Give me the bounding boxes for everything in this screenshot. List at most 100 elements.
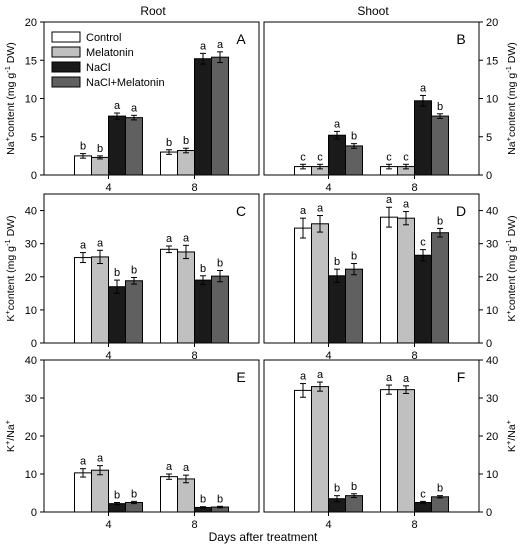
y-tick-label: 20 (486, 272, 498, 284)
bar (160, 248, 178, 344)
bar (108, 115, 126, 176)
y-tick-label: 20 (486, 17, 498, 29)
panel-letter: E (236, 369, 245, 385)
y-label-sup2: -1 (504, 66, 513, 73)
y-tick-label: 40 (25, 355, 37, 367)
y-label-sup: + (3, 136, 12, 141)
legend-swatch (51, 31, 81, 43)
y-tick-label: 20 (25, 431, 37, 443)
significance-letter: b (200, 494, 206, 506)
bar (125, 117, 143, 176)
y-tick-label: 0 (486, 170, 492, 182)
bar (194, 279, 212, 344)
y-label-sup2: -1 (3, 239, 12, 246)
x-tick-label: 8 (411, 182, 417, 194)
bar (177, 150, 195, 176)
y-axis-label: K+/Na+ (504, 419, 518, 452)
y-label-base: K (5, 315, 17, 322)
bar (74, 155, 92, 176)
significance-letter: a (403, 199, 410, 211)
significance-letter: b (166, 137, 172, 149)
significance-letter: b (183, 135, 189, 147)
y-axis-label: K+content (mg g-1 DW) (3, 215, 17, 321)
y-tick-label: 10 (25, 94, 37, 106)
bar (345, 268, 363, 344)
y-tick-label: 15 (25, 55, 37, 67)
y-label-rest: content (mg g (5, 246, 17, 310)
y-label-sup: + (3, 440, 12, 445)
significance-letter: a (386, 372, 393, 384)
y-label-rest: content (mg g (506, 246, 518, 310)
significance-letter: b (351, 481, 357, 493)
bar (211, 275, 229, 344)
significance-letter: a (317, 369, 324, 381)
legend-swatch (51, 46, 81, 58)
significance-letter: a (97, 237, 104, 249)
significance-letter: a (300, 205, 307, 217)
x-tick-label: 4 (105, 519, 111, 531)
col-title-root: Root (140, 4, 166, 18)
bar (328, 275, 346, 344)
y-label-sup: + (504, 440, 513, 445)
y-label-rest: content (mg g (5, 73, 17, 137)
bar (345, 495, 363, 513)
bar (294, 227, 312, 344)
y-tick-label: 30 (486, 239, 498, 251)
significance-letter: a (166, 233, 173, 245)
panel-letter: C (236, 203, 246, 219)
y-label-base: Na (506, 141, 518, 155)
bar (414, 254, 432, 344)
y-axis-label: K+/Na+ (3, 419, 17, 452)
y-tick-label: 40 (25, 206, 37, 218)
significance-letter: c (403, 151, 409, 163)
significance-letter: c (420, 488, 426, 500)
significance-letter: c (317, 151, 323, 163)
y-tick-label: 30 (25, 239, 37, 251)
significance-letter: a (183, 462, 190, 474)
significance-letter: a (183, 232, 190, 244)
significance-letter: b (114, 267, 120, 279)
significance-letter: a (97, 453, 104, 465)
bar (311, 223, 329, 344)
x-tick-label: 4 (325, 519, 331, 531)
y-label-rest: /Na (5, 424, 17, 441)
significance-letter: b (217, 493, 223, 505)
bar (294, 389, 312, 513)
y-tick-label: 0 (486, 507, 492, 519)
bar (194, 58, 212, 176)
significance-letter: a (217, 39, 224, 51)
bar (108, 286, 126, 344)
y-axis-label: K+content (mg g-1 DW) (504, 215, 518, 321)
bar (431, 115, 449, 176)
y-tick-label: 5 (486, 132, 492, 144)
y-tick-label: 15 (486, 55, 498, 67)
panel-letter: A (236, 31, 246, 47)
bar (311, 386, 329, 513)
y-tick-label: 20 (25, 17, 37, 29)
significance-letter: b (437, 215, 443, 227)
y-label-rest: content (mg g (506, 73, 518, 137)
y-tick-label: 0 (31, 338, 37, 350)
legend-label: NaCl (86, 62, 110, 74)
significance-letter: c (386, 151, 392, 163)
x-tick-label: 4 (325, 182, 331, 194)
legend-label: Melatonin (86, 47, 134, 59)
significance-letter: a (403, 373, 410, 385)
significance-letter: a (131, 102, 138, 114)
y-tick-label: 40 (486, 355, 498, 367)
y-tick-label: 0 (31, 507, 37, 519)
significance-letter: b (351, 131, 357, 143)
y-label-sup2: -1 (3, 66, 12, 73)
bar (211, 56, 229, 176)
y-tick-label: 10 (25, 469, 37, 481)
bar (397, 389, 415, 513)
significance-letter: b (131, 264, 137, 276)
panel-letter: D (456, 203, 466, 219)
bar (177, 478, 195, 513)
significance-letter: a (80, 456, 87, 468)
y-tick-label: 5 (31, 132, 37, 144)
bar (74, 257, 92, 344)
significance-letter: a (114, 100, 121, 112)
